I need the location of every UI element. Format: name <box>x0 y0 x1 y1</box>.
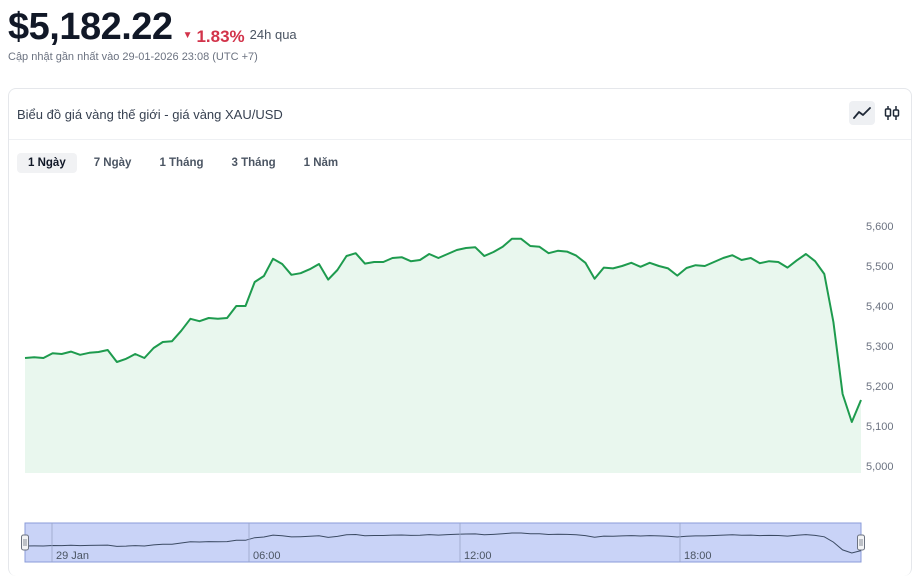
caret-down-icon: ▼ <box>182 30 193 41</box>
tab-7-days[interactable]: 7 Ngày <box>93 157 132 169</box>
tab-1-year[interactable]: 1 Năm <box>303 157 339 169</box>
tab-3-months[interactable]: 3 Tháng <box>231 157 276 169</box>
price-header: $5,182.22 ▼ 1.83% 24h qua Cập nhật gần n… <box>8 6 908 63</box>
tab-1-month[interactable]: 1 Tháng <box>159 157 204 169</box>
line-chart-icon <box>853 107 871 119</box>
view-toggle <box>849 101 905 125</box>
current-price: $5,182.22 <box>8 6 173 48</box>
range-tabs: 1 Ngày 7 Ngày 1 Tháng 3 Tháng 1 Năm <box>17 153 349 173</box>
change-percent: 1.83% <box>196 26 245 46</box>
card-divider <box>9 139 911 140</box>
last-updated: Cập nhật gần nhất vào 29-01-2026 23:08 (… <box>8 51 258 63</box>
change-period: 24h qua <box>249 27 297 42</box>
chart-card: Biểu đồ giá vàng thế giới - giá vàng XAU… <box>8 88 912 576</box>
price-change: ▼ 1.83% <box>183 27 245 47</box>
line-view-button[interactable] <box>849 101 875 125</box>
tab-1-day[interactable]: 1 Ngày <box>17 153 77 173</box>
candlestick-icon <box>884 106 900 120</box>
chart-title: Biểu đồ giá vàng thế giới - giá vàng XAU… <box>17 107 283 122</box>
candlestick-view-button[interactable] <box>879 101 905 125</box>
